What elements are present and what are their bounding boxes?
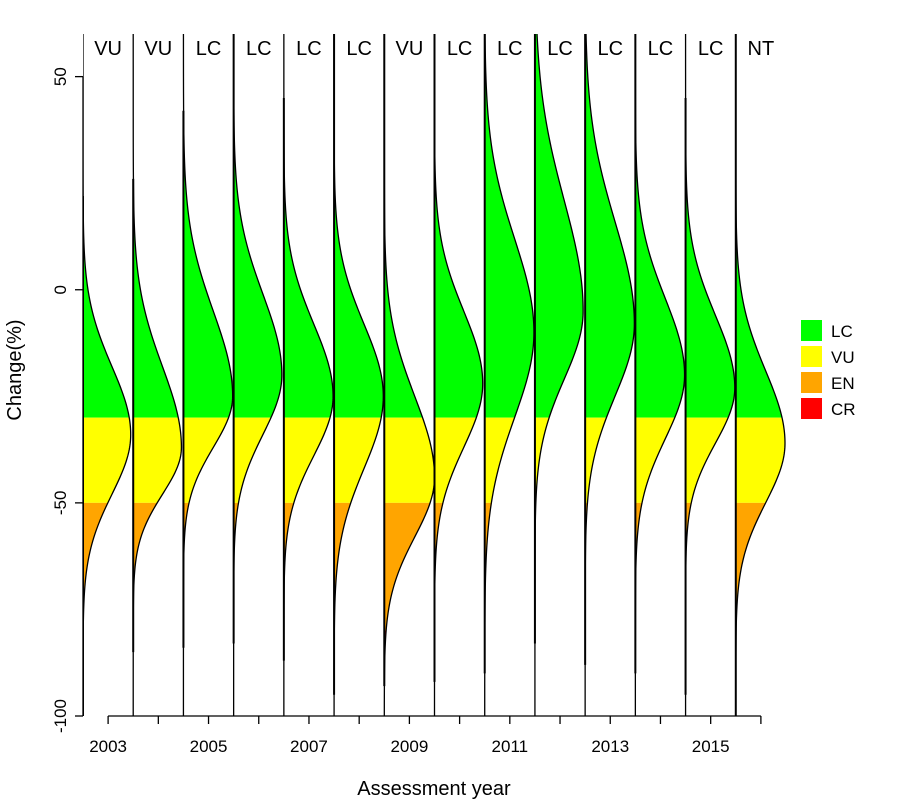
violin-2004 [132,34,183,716]
category-label-2012: LC [547,38,573,60]
density-band-en-2010 [434,502,443,631]
violin-2012 [533,34,584,716]
category-label-2004: VU [144,38,172,60]
category-label-2006: LC [246,38,272,60]
y-tick-label: 0 [51,285,70,294]
legend-label-vu: VU [831,348,855,367]
violin-2016 [734,34,786,716]
legend-label-cr: CR [831,400,856,419]
violin-2007 [282,34,334,716]
category-label-2005: LC [196,38,222,60]
density-band-vu-2007 [283,417,331,503]
density-band-lc-2005 [183,34,233,418]
x-tick-label: 2007 [290,737,328,756]
violin-2009 [383,34,436,716]
plot-area [83,34,786,716]
legend-label-lc: LC [831,322,853,341]
density-band-vu-2004 [133,417,182,503]
category-label-2014: LC [648,38,674,60]
density-band-vu-2013 [585,417,607,503]
density-band-vu-2012 [534,417,550,503]
y-axis: -100 -50 0 50 [51,67,84,733]
x-tick-label: 2005 [190,737,228,756]
x-axis-title: Assessment year [357,778,511,800]
density-band-lc-2015 [685,34,735,418]
density-band-vu-2005 [183,417,229,503]
category-label-2008: LC [346,38,372,60]
legend-swatch-lc [801,320,822,341]
x-axis: 2003 2005 2007 2009 2011 2013 2015 [89,715,762,756]
violin-2005 [182,34,234,716]
y-tick-label: -50 [51,491,70,516]
legend-swatch-cr [801,398,822,419]
density-band-en-2007 [283,502,294,631]
category-label-2007: LC [296,38,322,60]
density-band-lc-2016 [735,34,783,418]
category-label-2015: LC [698,38,724,60]
density-band-lc-2007 [283,34,334,418]
x-tick-label: 2011 [492,737,529,756]
legend-swatch-vu [801,346,822,367]
density-band-lc-2014 [635,34,685,418]
violin-2011 [483,34,535,716]
y-axis-title: Change(%) [4,319,26,420]
x-tick-label: 2003 [89,737,127,756]
violin-2015 [684,34,736,716]
category-label-2003: VU [94,38,122,60]
density-band-lc-2010 [434,34,483,418]
density-band-lc-2008 [334,34,384,418]
violin-2014 [634,34,686,716]
density-band-en-2011 [484,502,492,631]
legend: LC VU EN CR [801,320,856,419]
x-tick-label: 2013 [591,737,629,756]
density-band-en-2003 [83,502,108,631]
density-band-lc-2011 [484,34,534,418]
density-band-vu-2003 [83,417,131,503]
density-band-lc-2006 [233,34,282,418]
category-label-2010: LC [447,38,473,60]
category-label-2009: VU [395,38,423,60]
density-band-en-2008 [334,502,351,631]
density-band-en-2016 [735,502,766,631]
violin-2006 [232,34,283,716]
density-band-lc-2004 [133,34,179,418]
violin-2003 [83,34,132,716]
legend-swatch-en [801,372,822,393]
x-tick-label: 2015 [692,737,730,756]
density-band-en-2004 [133,502,158,631]
y-tick-label: 50 [51,67,70,86]
category-label-2016: NT [748,38,775,60]
density-band-vu-2009 [384,417,435,503]
density-band-lc-2009 [384,34,423,418]
category-label-2011: LC [497,38,523,60]
density-band-vu-2010 [434,417,477,503]
y-tick-label: -100 [51,699,70,733]
category-labels: VU VU LC LC LC LC VU LC LC LC LC LC LC NT [94,38,774,60]
violin-2013 [584,34,636,716]
density-band-lc-2013 [585,34,635,418]
density-band-vu-2008 [334,417,382,503]
density-band-lc-2003 [83,34,130,418]
violin-2008 [333,34,384,716]
violin-2010 [433,34,484,716]
legend-label-en: EN [831,374,855,393]
density-band-en-2009 [384,502,431,631]
category-label-2013: LC [597,38,623,60]
density-band-vu-2016 [735,417,785,503]
x-tick-label: 2009 [390,737,428,756]
